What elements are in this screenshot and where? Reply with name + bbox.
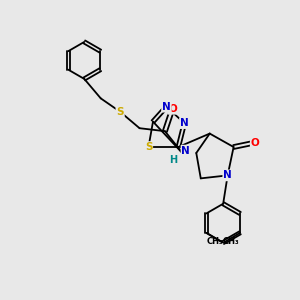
Text: O: O <box>251 137 260 148</box>
Text: S: S <box>116 107 124 117</box>
Text: H: H <box>169 155 177 165</box>
Text: N: N <box>180 118 189 128</box>
Text: N: N <box>223 170 232 180</box>
Text: O: O <box>168 104 177 114</box>
Text: CH₃: CH₃ <box>207 237 224 246</box>
Text: N: N <box>182 146 190 156</box>
Text: CH₃: CH₃ <box>223 237 239 246</box>
Text: N: N <box>162 102 171 112</box>
Text: S: S <box>145 142 152 152</box>
